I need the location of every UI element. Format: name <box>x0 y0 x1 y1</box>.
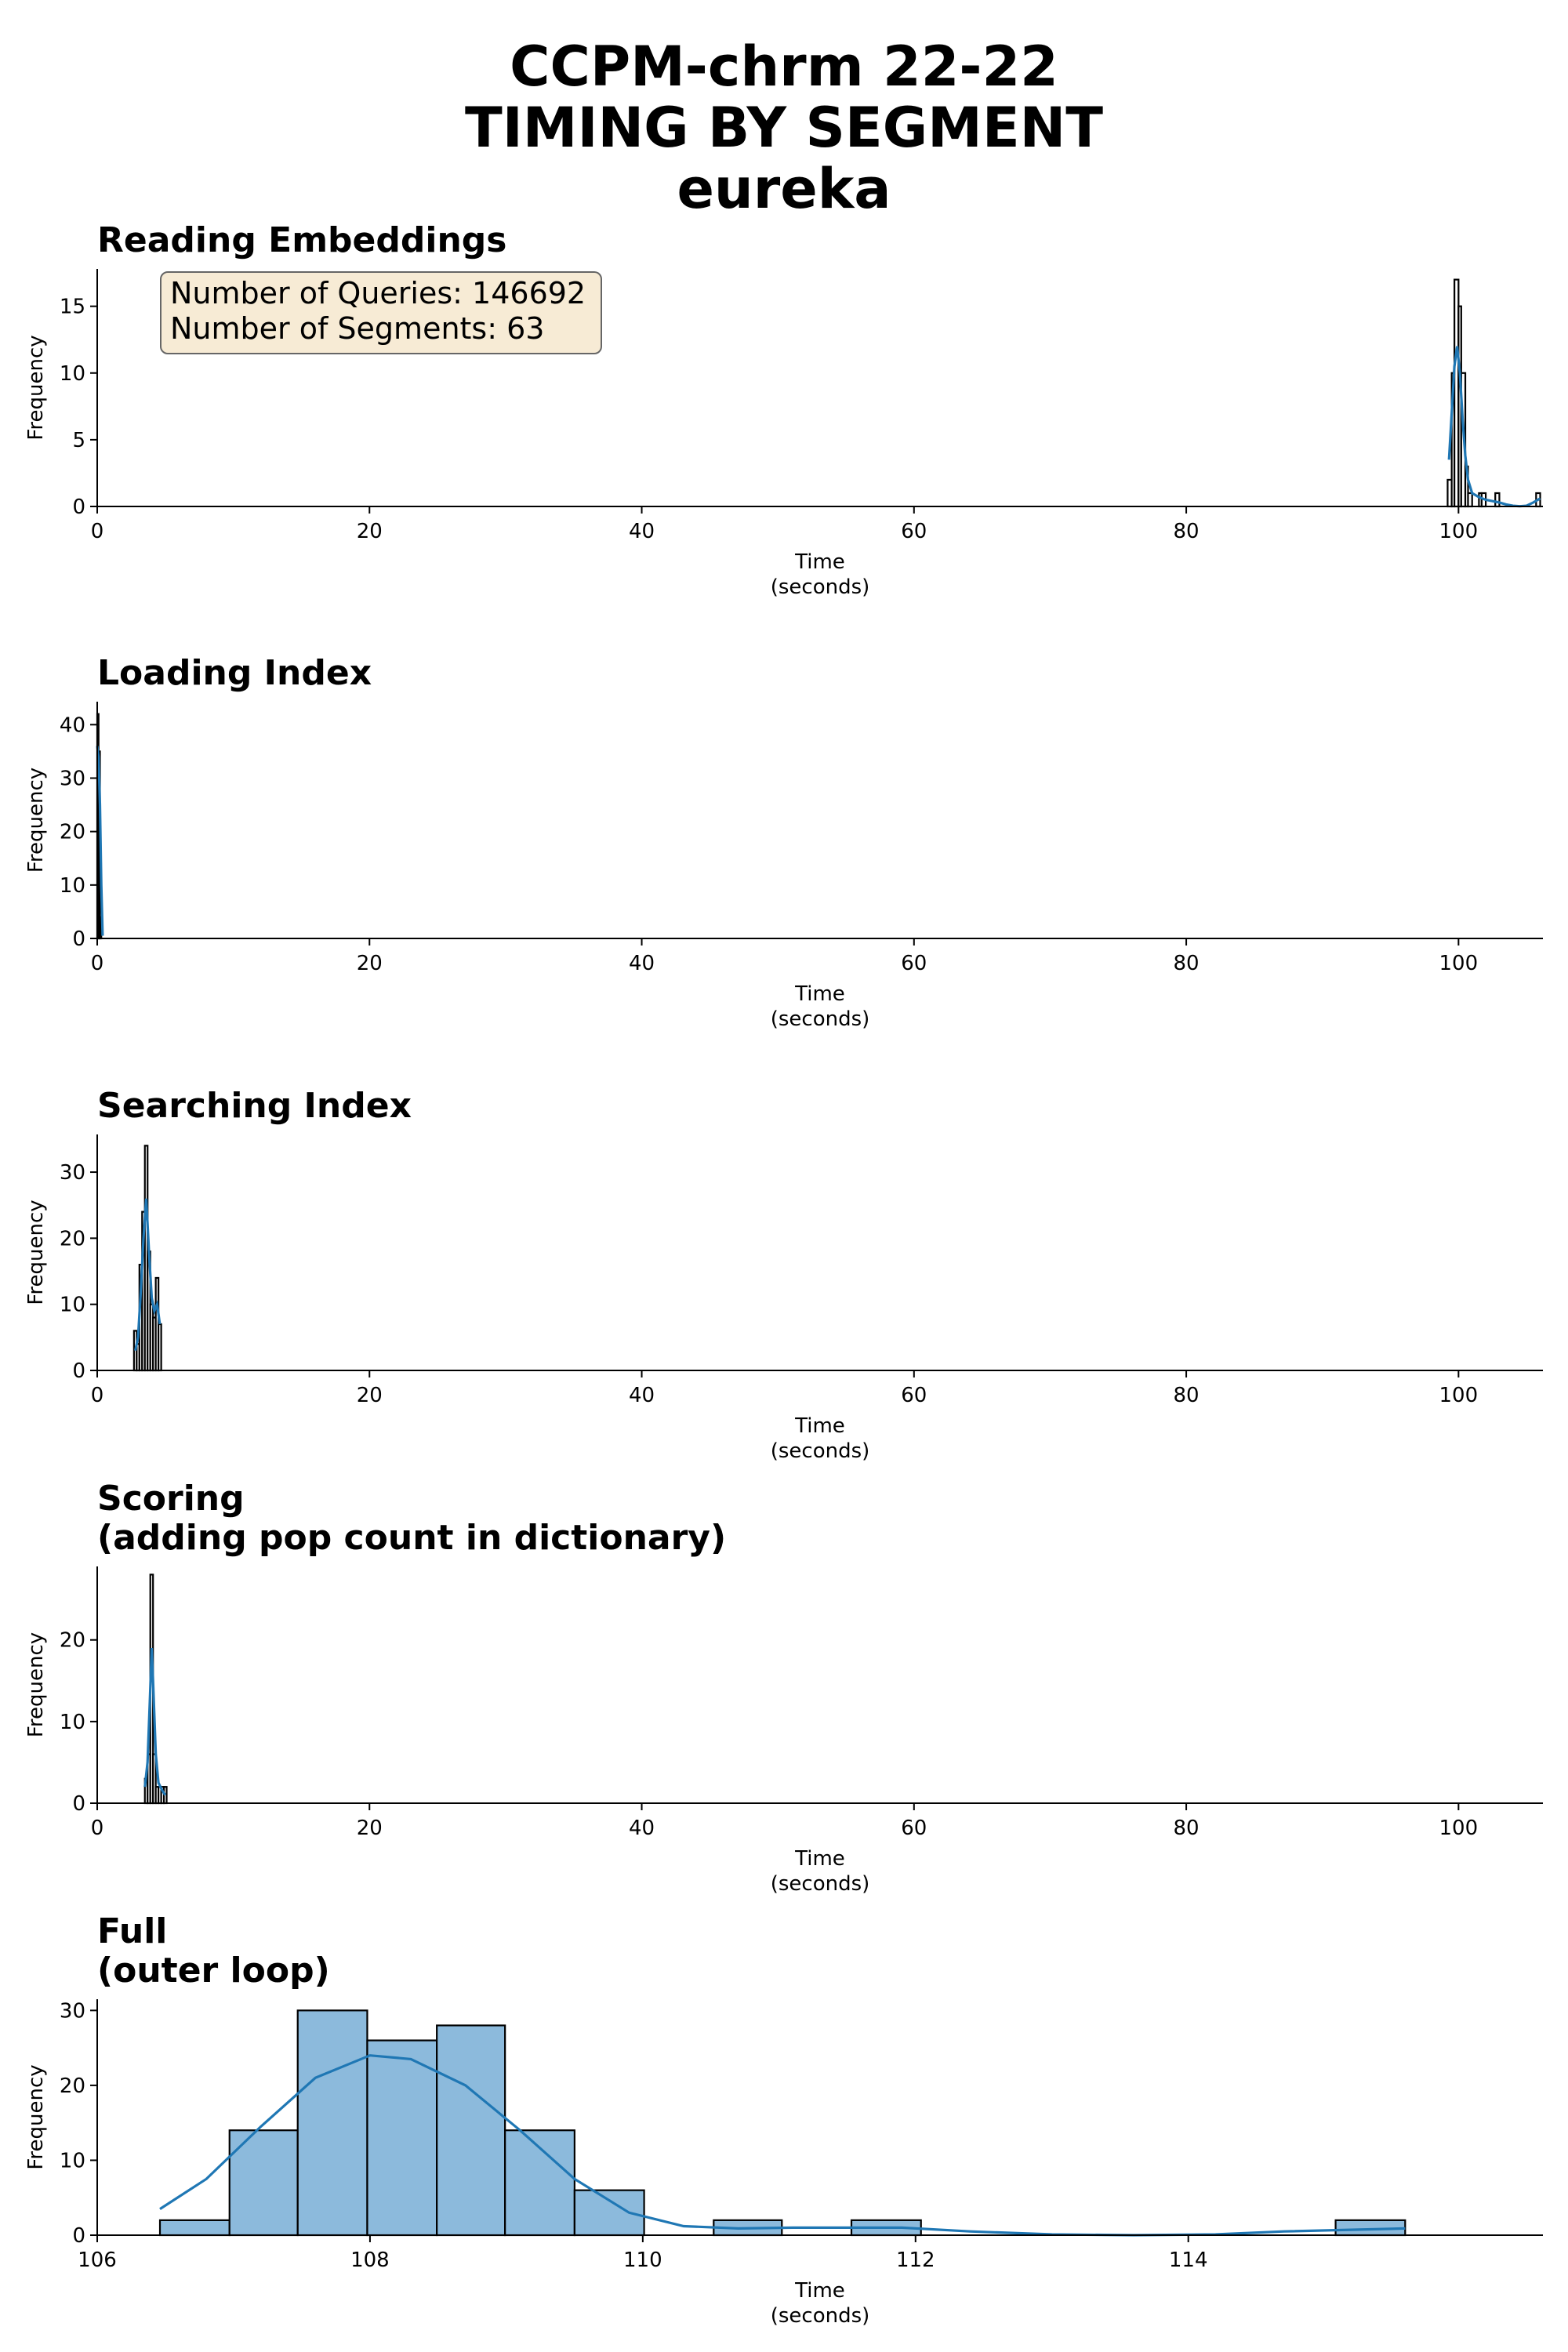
figure-title-line-2: TIMING BY SEGMENT <box>465 96 1103 160</box>
y-tick-label: 20 <box>60 2074 85 2098</box>
x-axis-label-line: Time <box>794 2279 845 2303</box>
y-tick-label: 40 <box>60 713 85 737</box>
annotation-line: Number of Segments: 63 <box>170 311 544 346</box>
x-tick-label: 60 <box>901 1384 927 1407</box>
x-axis-label-line: (seconds) <box>771 1439 870 1463</box>
x-tick-label: 112 <box>896 2249 935 2272</box>
y-tick-label: 10 <box>60 2149 85 2172</box>
chart-panel-3: Searching Index 0 20 40 60 80 100 0 10 20 30 Time(s… <box>24 1086 1543 1463</box>
y-axis-label: Frequency <box>24 1200 48 1305</box>
kde-line <box>143 1648 167 1796</box>
chart-title-line: Loading Index <box>97 653 372 693</box>
histogram-bar <box>228 2129 299 2237</box>
x-tick-label: 100 <box>1439 520 1479 543</box>
x-tick-label: 40 <box>629 952 655 975</box>
y-tick-label: 30 <box>60 767 85 790</box>
y-axis-label: Frequency <box>24 335 48 440</box>
y-tick-label: 0 <box>72 495 85 519</box>
chart-title-line: (outer loop) <box>97 1951 330 1991</box>
histogram-bar <box>158 2219 230 2237</box>
chart-title-line: Scoring <box>97 1479 245 1519</box>
y-tick-label: 20 <box>60 821 85 844</box>
x-tick-label: 20 <box>357 520 383 543</box>
x-tick-label: 80 <box>1174 1384 1200 1407</box>
x-tick-label: 40 <box>629 1817 655 1840</box>
chart-panel-2: Loading Index 0 20 40 60 80 100 0 10 20 30 40 Time(s… <box>24 653 1543 1031</box>
x-axis-label-line: (seconds) <box>771 1872 870 1896</box>
y-tick-label: 10 <box>60 1711 85 1734</box>
histogram-bar <box>366 2039 438 2237</box>
x-tick-label: 60 <box>901 952 927 975</box>
x-axis-label-line: Time <box>794 1414 845 1438</box>
x-tick-label: 20 <box>357 1817 383 1840</box>
x-tick-label: 114 <box>1169 2249 1208 2272</box>
x-tick-label: 60 <box>901 1817 927 1840</box>
histogram-bar <box>158 1323 162 1372</box>
y-axis-label: Frequency <box>24 1632 48 1737</box>
chart-panel-1: Reading Embeddings 0 20 40 60 80 100 0 5 10 15 Time… <box>24 220 1543 599</box>
histogram-bar <box>1467 492 1473 508</box>
y-tick-label: 20 <box>60 1227 85 1250</box>
y-tick-label: 0 <box>72 2224 85 2248</box>
chart-title-line: Reading Embeddings <box>97 220 506 260</box>
x-tick-label: 100 <box>1439 952 1479 975</box>
x-tick-label: 60 <box>901 520 927 543</box>
histogram-bar <box>504 2129 575 2237</box>
y-tick-label: 0 <box>72 927 85 951</box>
chart-panel-5: Full(outer loop) 106 108 110 112 114 0 10 20 30 Ti… <box>24 1911 1543 2328</box>
histogram-bar <box>1494 492 1501 508</box>
x-tick-label: 100 <box>1439 1817 1479 1840</box>
x-tick-label: 0 <box>91 520 104 543</box>
x-axis-label-line: (seconds) <box>771 575 870 599</box>
x-tick-label: 106 <box>78 2249 117 2272</box>
x-tick-label: 80 <box>1174 952 1200 975</box>
y-tick-label: 30 <box>60 1161 85 1185</box>
x-tick-label: 0 <box>91 952 104 975</box>
y-tick-label: 10 <box>60 362 85 386</box>
kde-line <box>96 746 104 936</box>
annotation-background <box>160 271 602 354</box>
y-tick-label: 20 <box>60 1629 85 1653</box>
histogram-bar <box>296 2009 368 2237</box>
x-axis-label-line: (seconds) <box>771 1007 870 1031</box>
y-axis-label: Frequency <box>24 2064 48 2169</box>
x-tick-label: 0 <box>91 1384 104 1407</box>
chart-title-line: Searching Index <box>97 1086 412 1126</box>
histogram-bar <box>436 2024 506 2237</box>
x-axis-label-line: Time <box>794 550 845 574</box>
x-tick-label: 100 <box>1439 1384 1479 1407</box>
y-tick-label: 0 <box>72 1359 85 1383</box>
x-tick-label: 108 <box>350 2249 390 2272</box>
x-tick-label: 110 <box>623 2249 662 2272</box>
x-tick-label: 40 <box>629 1384 655 1407</box>
y-tick-label: 5 <box>72 429 85 452</box>
y-tick-label: 10 <box>60 874 85 898</box>
y-tick-label: 0 <box>72 1792 85 1816</box>
x-axis-label-line: (seconds) <box>771 2304 870 2328</box>
figure-title: CCPM-chrm 22-22 TIMING BY SEGMENT eureka <box>0 36 1568 220</box>
y-tick-label: 15 <box>60 296 85 319</box>
figure-title-line-1: CCPM-chrm 22-22 <box>510 34 1058 99</box>
y-tick-label: 30 <box>60 1999 85 2023</box>
x-tick-label: 40 <box>629 520 655 543</box>
x-tick-label: 20 <box>357 952 383 975</box>
x-tick-label: 80 <box>1174 520 1200 543</box>
x-tick-label: 0 <box>91 1817 104 1840</box>
x-tick-label: 20 <box>357 1384 383 1407</box>
kde-line <box>134 1198 162 1352</box>
chart-title-line: (adding pop count in dictionary) <box>97 1518 726 1558</box>
chart-title-line: Full <box>97 1911 167 1951</box>
annotation-line: Number of Queries: 146692 <box>170 276 586 310</box>
chart-panel-4: Scoring(adding pop count in dictionary) 0… <box>24 1479 1543 1896</box>
x-axis-label-line: Time <box>794 982 845 1006</box>
x-axis-label-line: Time <box>794 1847 845 1871</box>
y-axis-label: Frequency <box>24 768 48 873</box>
figure-title-line-3: eureka <box>677 157 891 221</box>
x-tick-label: 80 <box>1174 1817 1200 1840</box>
y-tick-label: 10 <box>60 1294 85 1317</box>
